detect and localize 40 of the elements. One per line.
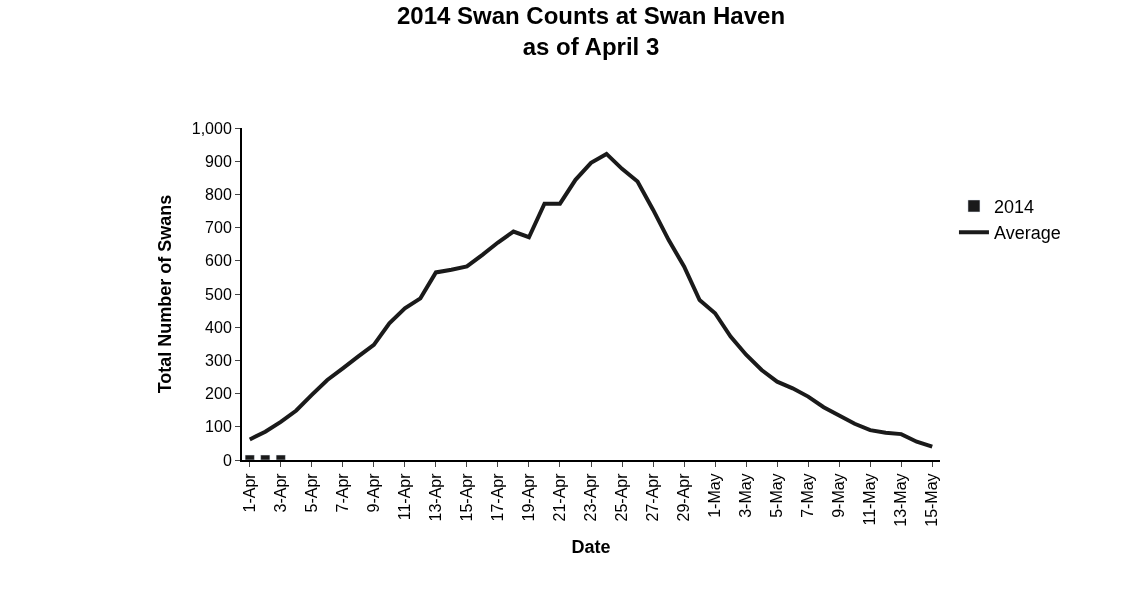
y-tick-label: 1,000 xyxy=(191,119,232,137)
line-series xyxy=(247,151,935,449)
x-tick-label: 15-Apr xyxy=(458,472,476,522)
x-tick-label: 13-May xyxy=(892,473,910,527)
y-tick-label: 200 xyxy=(205,385,232,403)
x-axis-title: Date xyxy=(571,537,611,558)
x-tick-label: 29-Apr xyxy=(675,472,693,522)
x-tick-label: 19-Apr xyxy=(520,472,538,522)
legend-label: 2014 xyxy=(993,196,1035,217)
x-tick-label: 7-Apr xyxy=(334,472,352,513)
x-tick-label: 23-Apr xyxy=(582,472,600,522)
x-tick-label: 27-Apr xyxy=(644,472,662,522)
x-tick-label: 17-Apr xyxy=(489,472,507,522)
x-tick-label: 11-May xyxy=(861,473,879,526)
x-tick-label: 11-Apr xyxy=(396,472,414,521)
x-tick-label: 3-Apr xyxy=(271,472,289,513)
x-tick-label: 7-May xyxy=(799,473,817,518)
y-tick-label: 0 xyxy=(222,451,232,469)
y-tick-label: 600 xyxy=(205,252,232,270)
y-axis-title: Total Number of Swans xyxy=(155,194,176,394)
chart-title: 2014 Swan Counts at Swan Haven as of April 3 xyxy=(396,2,786,61)
x-tick-label: 5-Apr xyxy=(303,472,320,513)
y-tick-label: 900 xyxy=(205,152,232,170)
y-tick-label: 500 xyxy=(205,285,232,303)
x-tick-label: 1-Apr xyxy=(240,472,258,513)
x-tick-label: 21-Apr xyxy=(551,472,569,522)
legend-label: Average xyxy=(993,223,1061,244)
x-tick-label: 5-May xyxy=(768,473,786,518)
x-tick-label: 9-Apr xyxy=(365,472,383,513)
x-tick-label: 1-May xyxy=(706,473,724,518)
y-tick-label: 800 xyxy=(205,186,232,203)
x-tick-label: 15-May xyxy=(923,473,941,527)
x-tick-label: 3-May xyxy=(737,473,755,518)
x-tick-label: 13-Apr xyxy=(427,472,445,522)
x-tick-label: 9-May xyxy=(830,473,848,518)
x-tick-label: 25-Apr xyxy=(613,472,631,522)
y-tick-label: 400 xyxy=(205,318,232,336)
y-tick-label: 700 xyxy=(205,219,232,237)
y-tick-label: 300 xyxy=(205,352,232,369)
y-tick-label: 100 xyxy=(205,418,232,436)
